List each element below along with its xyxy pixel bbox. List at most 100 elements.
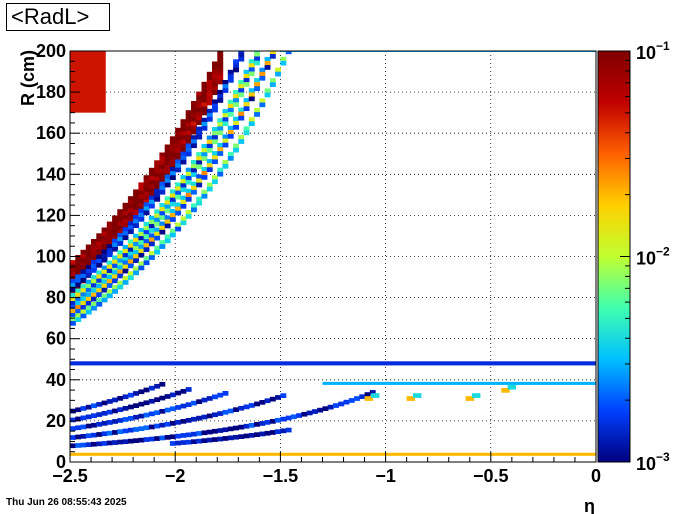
heatmap-cell bbox=[133, 215, 139, 220]
heatmap-cell bbox=[75, 292, 82, 298]
heatmap-cell bbox=[212, 69, 218, 75]
heatmap-cell bbox=[154, 184, 161, 190]
heatmap-cell bbox=[127, 225, 134, 230]
heatmap-cell bbox=[143, 387, 150, 393]
heatmap-cell bbox=[259, 67, 266, 73]
heatmap-cell bbox=[238, 424, 245, 430]
heatmap-cell bbox=[233, 434, 239, 440]
heatmap-cell bbox=[122, 253, 129, 258]
heatmap-cell bbox=[201, 152, 208, 157]
heatmap-cell bbox=[127, 404, 134, 410]
heatmap-cell bbox=[185, 139, 192, 144]
heatmap-cell bbox=[248, 433, 255, 438]
heatmap-cell bbox=[117, 284, 124, 290]
heatmap-cell bbox=[196, 196, 203, 202]
heatmap-cell bbox=[185, 175, 192, 181]
heatmap-cell bbox=[222, 117, 229, 122]
heatmap-cell bbox=[75, 282, 82, 288]
heatmap-cell bbox=[185, 143, 192, 149]
heatmap-cell bbox=[212, 135, 218, 140]
heatmap-cell bbox=[143, 412, 150, 418]
heatmap-cell bbox=[154, 436, 161, 441]
heatmap-cell bbox=[70, 443, 76, 449]
heatmap-cell bbox=[133, 189, 139, 195]
heatmap-cell bbox=[91, 283, 97, 288]
heatmap-cell bbox=[191, 164, 197, 169]
heatmap-cell bbox=[217, 89, 224, 95]
heatmap-cell bbox=[238, 80, 245, 85]
heatmap-cell bbox=[85, 414, 92, 420]
heatmap-cell bbox=[264, 398, 271, 404]
heatmap-cell bbox=[148, 219, 155, 225]
heatmap-cell bbox=[196, 120, 203, 125]
heatmap-cell bbox=[96, 284, 103, 289]
heatmap-cell bbox=[117, 280, 124, 286]
heatmap-cell bbox=[196, 130, 203, 136]
heatmap-cell bbox=[70, 426, 76, 431]
heatmap-cell bbox=[233, 143, 239, 149]
heatmap-cell bbox=[91, 305, 97, 311]
heatmap-cell bbox=[91, 275, 97, 280]
heatmap-cell bbox=[127, 243, 134, 249]
heatmap-cell bbox=[317, 407, 324, 413]
heatmap-cell bbox=[191, 189, 197, 195]
heatmap-cell bbox=[206, 88, 213, 93]
heatmap-cell bbox=[148, 424, 155, 430]
heatmap-cell bbox=[122, 215, 129, 220]
heatmap-cell bbox=[80, 266, 87, 271]
heatmap-cell bbox=[227, 78, 234, 83]
heatmap-cell bbox=[148, 436, 155, 442]
heatmap-cell bbox=[154, 197, 161, 202]
heatmap-cell bbox=[112, 267, 118, 273]
heatmap-cell bbox=[96, 412, 103, 417]
y-tick-label: 100 bbox=[36, 247, 66, 267]
heatmap-cell bbox=[191, 203, 197, 209]
heatmap-cell bbox=[122, 206, 129, 212]
heatmap-cell bbox=[169, 167, 176, 172]
heatmap-cell bbox=[154, 397, 161, 402]
heatmap-cell bbox=[159, 215, 166, 220]
heatmap-cell bbox=[159, 381, 166, 387]
heatmap-cell bbox=[159, 229, 166, 235]
heatmap-cell bbox=[501, 388, 510, 393]
heatmap-cell bbox=[212, 151, 218, 156]
heatmap-cell bbox=[180, 143, 187, 149]
heatmap-cell bbox=[180, 389, 187, 394]
heatmap-cell bbox=[185, 126, 192, 132]
heatmap-cell bbox=[233, 407, 239, 412]
heatmap-cell bbox=[259, 98, 266, 104]
detector-feature bbox=[70, 361, 596, 366]
heatmap-cell bbox=[112, 238, 118, 244]
heatmap-cell bbox=[143, 425, 150, 431]
heatmap-cell bbox=[201, 144, 208, 149]
heatmap-cell bbox=[70, 292, 76, 298]
heatmap-cell bbox=[254, 432, 260, 437]
heatmap-cell bbox=[212, 159, 218, 165]
heatmap-cell bbox=[233, 98, 239, 103]
y-tick-label: 60 bbox=[46, 329, 66, 349]
heatmap-cell bbox=[127, 239, 134, 245]
heatmap-cell bbox=[264, 65, 271, 70]
heatmap-cell bbox=[117, 407, 124, 412]
detector-feature bbox=[280, 51, 596, 53]
heatmap-cell bbox=[180, 131, 187, 137]
heatmap-cell bbox=[154, 217, 161, 223]
heatmap-cell bbox=[127, 204, 134, 210]
heatmap-cell bbox=[143, 260, 150, 266]
heatmap-cell bbox=[206, 167, 213, 172]
heatmap-cell bbox=[101, 273, 108, 279]
heatmap-cell bbox=[122, 417, 129, 422]
heatmap-cell bbox=[169, 228, 176, 234]
heatmap-cell bbox=[191, 185, 197, 191]
heatmap-cell bbox=[196, 134, 203, 140]
heatmap-cell bbox=[212, 412, 218, 418]
heatmap-cell bbox=[185, 418, 192, 423]
heatmap-cell bbox=[222, 409, 229, 415]
heatmap-cell bbox=[254, 86, 260, 91]
heatmap-cell bbox=[138, 244, 145, 250]
heatmap-cell bbox=[112, 419, 118, 424]
heatmap-cell bbox=[206, 139, 213, 145]
heatmap-cell bbox=[222, 164, 229, 169]
heatmap-cell bbox=[70, 301, 76, 306]
heatmap-cell bbox=[143, 199, 150, 205]
